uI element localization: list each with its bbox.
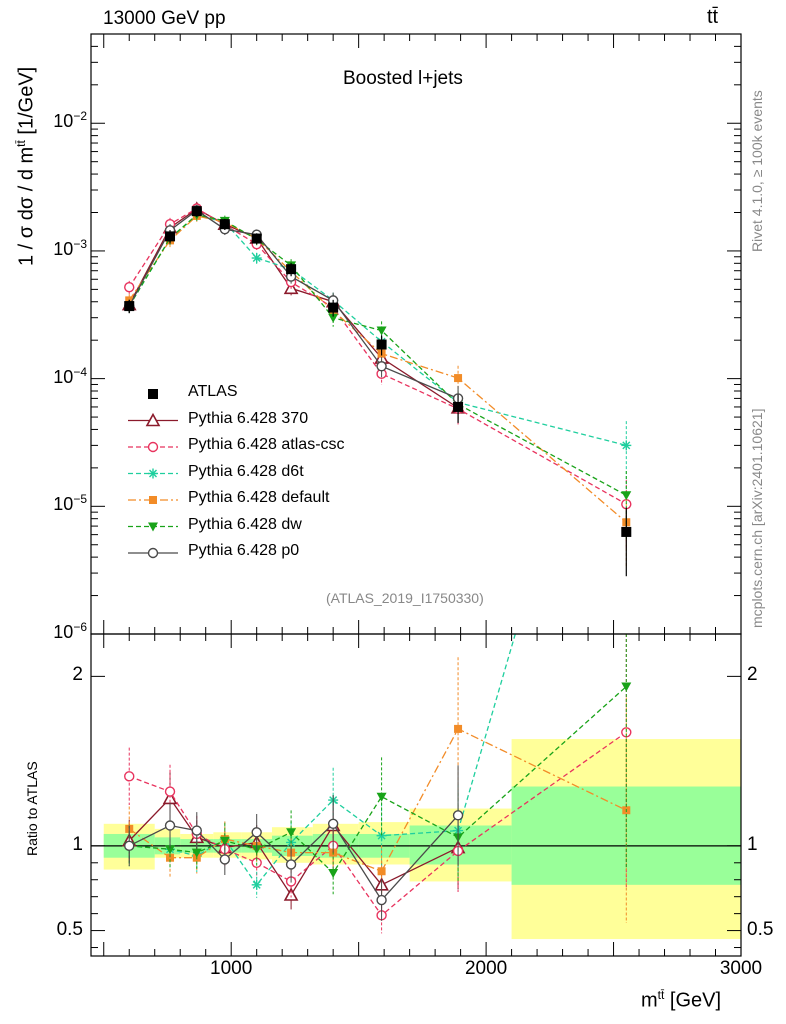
ratio-ytick-label-right-1: 1 bbox=[747, 833, 758, 855]
legend-marker-4 bbox=[148, 522, 158, 532]
main-point-s4-p7 bbox=[376, 326, 387, 336]
ratio-point-s3-p7 bbox=[377, 867, 386, 876]
ratio-point-s4-p6 bbox=[328, 868, 339, 878]
ratio-y-axis-label: Ratio to ATLAS bbox=[24, 761, 40, 856]
main-ref-point-6 bbox=[328, 302, 339, 313]
ratio-point-s0-p5 bbox=[283, 887, 299, 901]
legend-marker-0 bbox=[145, 412, 161, 427]
main-point-s2-p9 bbox=[621, 440, 632, 451]
main-ytick-label-2: 10−4 bbox=[53, 364, 87, 387]
main-ytick-label-0: 10−6 bbox=[53, 620, 87, 642]
ratio-ytick-label-left-0: 0.5 bbox=[56, 918, 83, 940]
main-point-s3-p8 bbox=[454, 374, 463, 383]
ratio-point-s2-p7 bbox=[376, 830, 387, 841]
main-point-s2-p4 bbox=[251, 253, 262, 264]
energy-label: 13000 GeV pp bbox=[103, 8, 226, 29]
legend-marker-1 bbox=[147, 441, 159, 453]
ratio-line-4 bbox=[129, 686, 627, 874]
legend-label-2: Pythia 6.428 d6t bbox=[188, 462, 304, 480]
main-ref-point-9 bbox=[621, 526, 632, 537]
legend-label-0: Pythia 6.428 370 bbox=[188, 409, 309, 427]
ratio-point-s3-p8 bbox=[454, 724, 463, 733]
rivet-label: Rivet 4.1.0, ≥ 100k events bbox=[749, 90, 765, 252]
main-ytick-label-1: 10−5 bbox=[53, 492, 87, 515]
ratio-point-s5-p7 bbox=[376, 894, 387, 906]
ratio-point-s5-p0 bbox=[124, 840, 135, 852]
ratio-panel-frame bbox=[90, 633, 742, 957]
legend-marker-atlas bbox=[148, 389, 158, 399]
ratio-point-s4-p2 bbox=[191, 848, 202, 858]
ratio-point-s2-p4 bbox=[251, 879, 262, 890]
main-ref-point-3 bbox=[219, 219, 230, 230]
main-point-s5-p7 bbox=[376, 361, 387, 372]
main-ref-point-2 bbox=[191, 206, 202, 217]
mcplots-label: mcplots.cern.ch [arXiv:2401.10621] bbox=[749, 408, 765, 628]
xtick-label-2: 3000 bbox=[719, 958, 763, 979]
ratio-point-s3-p1 bbox=[166, 853, 175, 862]
ratio-point-s1-p1 bbox=[164, 786, 176, 797]
ratio-ytick-label-right-2: 2 bbox=[747, 664, 758, 686]
legend-marker-3 bbox=[149, 496, 157, 504]
main-ytick-label-3: 10−3 bbox=[53, 236, 87, 259]
main-y-axis-label: 1 / σ dσ / d mtt̄ [1/GeV] bbox=[14, 66, 38, 266]
main-line-4 bbox=[128, 214, 627, 496]
legend-marker-2 bbox=[148, 468, 158, 479]
main-ref-point-4 bbox=[251, 233, 262, 244]
main-ref-point-8 bbox=[453, 401, 464, 412]
ratio-ytick-label-left-2: 2 bbox=[72, 664, 83, 686]
ratio-point-s1-p0 bbox=[124, 771, 135, 782]
main-point-s4-p9 bbox=[621, 491, 632, 501]
ratio-point-s5-p3 bbox=[219, 854, 231, 865]
plot-title: Boosted l+jets bbox=[343, 68, 463, 89]
legend-label-4: Pythia 6.428 dw bbox=[188, 515, 302, 533]
legend-label-1: Pythia 6.428 atlas-csc bbox=[188, 436, 345, 453]
main-panel-frame bbox=[90, 33, 742, 635]
ratio-point-s5-p2 bbox=[191, 825, 202, 836]
ratio-point-s5-p6 bbox=[327, 818, 339, 830]
main-panel-series bbox=[121, 201, 632, 577]
ratio-point-s4-p1 bbox=[165, 845, 176, 855]
main-line-5 bbox=[128, 209, 459, 400]
xtick-label-0: 1000 bbox=[210, 958, 253, 979]
x-axis-label: mtt̄ [GeV] bbox=[641, 988, 722, 1012]
ratio-frame-rect bbox=[90, 633, 742, 957]
ratio-line-2 bbox=[129, 634, 516, 886]
ratio-point-s5-p5 bbox=[285, 859, 297, 870]
main-ref-point-5 bbox=[286, 264, 297, 275]
ratio-panel-series bbox=[121, 634, 632, 934]
main-point-s4-p6 bbox=[328, 313, 339, 323]
ratio-point-s4-p3 bbox=[219, 836, 230, 846]
main-ref-point-0 bbox=[124, 301, 135, 312]
ratio-point-s4-p9 bbox=[621, 682, 632, 692]
main-ref-point-1 bbox=[165, 231, 176, 242]
legend-markers bbox=[128, 389, 178, 559]
legend-label-atlas: ATLAS bbox=[188, 383, 238, 400]
legend-label-5: Pythia 6.428 p0 bbox=[188, 542, 300, 559]
ratio-point-s5-p1 bbox=[164, 820, 176, 831]
ratio-point-s5-p8 bbox=[452, 810, 464, 821]
ratio-point-s4-p7 bbox=[376, 792, 387, 802]
ratio-point-s5-p4 bbox=[251, 827, 262, 838]
legend-marker-5 bbox=[147, 547, 159, 559]
process-label: tt̄ bbox=[707, 6, 719, 28]
xtick-label-1: 2000 bbox=[464, 958, 508, 979]
main-ytick-label-4: 10−2 bbox=[53, 109, 87, 132]
legend-label-3: Pythia 6.428 default bbox=[188, 489, 330, 506]
ratio-ytick-label-right-0: 0.5 bbox=[747, 918, 774, 940]
analysis-label: (ATLAS_2019_I1750330) bbox=[326, 590, 484, 606]
ratio-ytick-label-left-1: 1 bbox=[72, 833, 83, 855]
ratio-line-1 bbox=[129, 731, 627, 917]
ratio-point-s4-p5 bbox=[286, 828, 297, 838]
main-point-s1-p0 bbox=[124, 282, 135, 293]
ratio-panel-uncertainty-bands bbox=[91, 739, 741, 940]
main-ref-point-7 bbox=[376, 339, 387, 350]
